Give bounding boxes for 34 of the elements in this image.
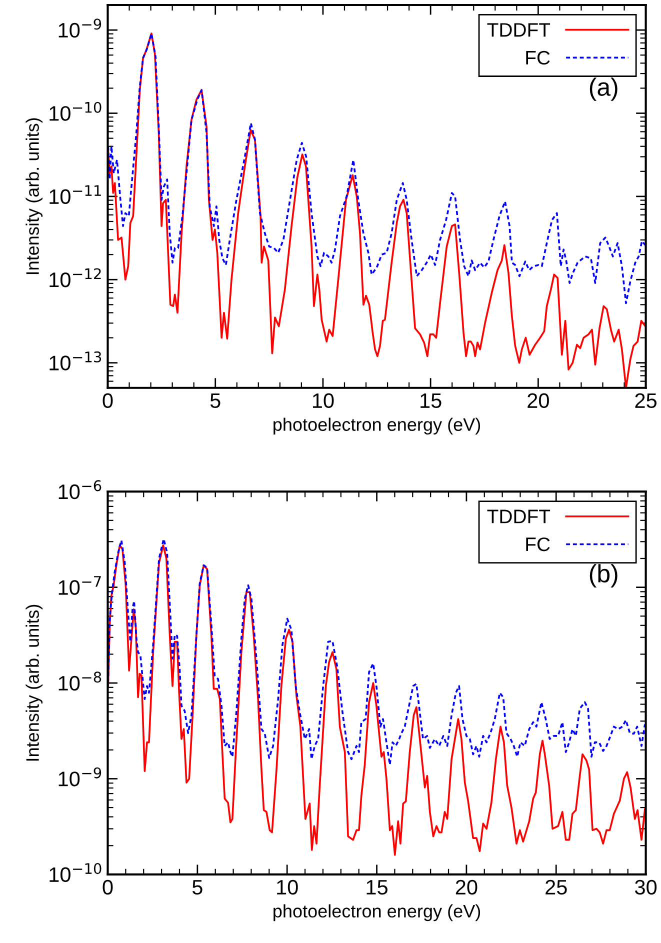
- line-series: [108, 538, 646, 766]
- y-tick-label: 10$^{−13}$: [50, 351, 102, 370]
- x-axis-title: photoelectron energy (eV): [274, 904, 480, 922]
- y-tick-label: 10$^{−9}$: [58, 767, 102, 786]
- legend-label: FC: [526, 50, 550, 65]
- y-tick-label: 10$^{−7}$: [58, 576, 101, 595]
- x-tick-label: 20: [456, 880, 478, 895]
- x-tick-label: 10: [277, 880, 298, 895]
- x-tick-label: 25: [635, 393, 657, 408]
- x-tick-label: 15: [366, 880, 388, 895]
- x-tick-label: 20: [528, 393, 549, 408]
- y-tick-label: 10$^{−8}$: [58, 672, 102, 691]
- annotation: (a): [590, 78, 618, 101]
- y-axis-title: Intensity (arb. units): [26, 118, 43, 274]
- x-tick-label: 25: [546, 880, 567, 895]
- y-tick-label: 10$^{−10}$: [50, 102, 102, 121]
- x-tick-label: 10: [312, 393, 334, 408]
- x-tick-label: 15: [420, 393, 442, 408]
- y-axis-title: Intensity (arb. units): [26, 604, 43, 761]
- legend-label: FC: [526, 537, 550, 552]
- x-tick-label: 0: [102, 880, 113, 895]
- legend-label: TDDFT: [487, 23, 550, 37]
- y-tick-label: 10$^{−10}$: [50, 863, 102, 882]
- y-tick-label: 10$^{−9}$: [58, 18, 102, 38]
- annotation: (b): [590, 564, 618, 588]
- y-tick-label: 10$^{−11}$: [50, 185, 101, 204]
- x-axis-title: photoelectron energy (eV): [274, 418, 480, 435]
- x-tick-label: 5: [192, 880, 202, 895]
- y-tick-label: 10$^{−12}$: [50, 268, 101, 288]
- legend-label: TDDFT: [487, 510, 550, 524]
- x-tick-label: 0: [102, 393, 113, 408]
- y-tick-label: 10$^{−6}$: [58, 480, 102, 500]
- x-tick-label: 5: [210, 393, 220, 408]
- x-tick-label: 30: [635, 880, 657, 895]
